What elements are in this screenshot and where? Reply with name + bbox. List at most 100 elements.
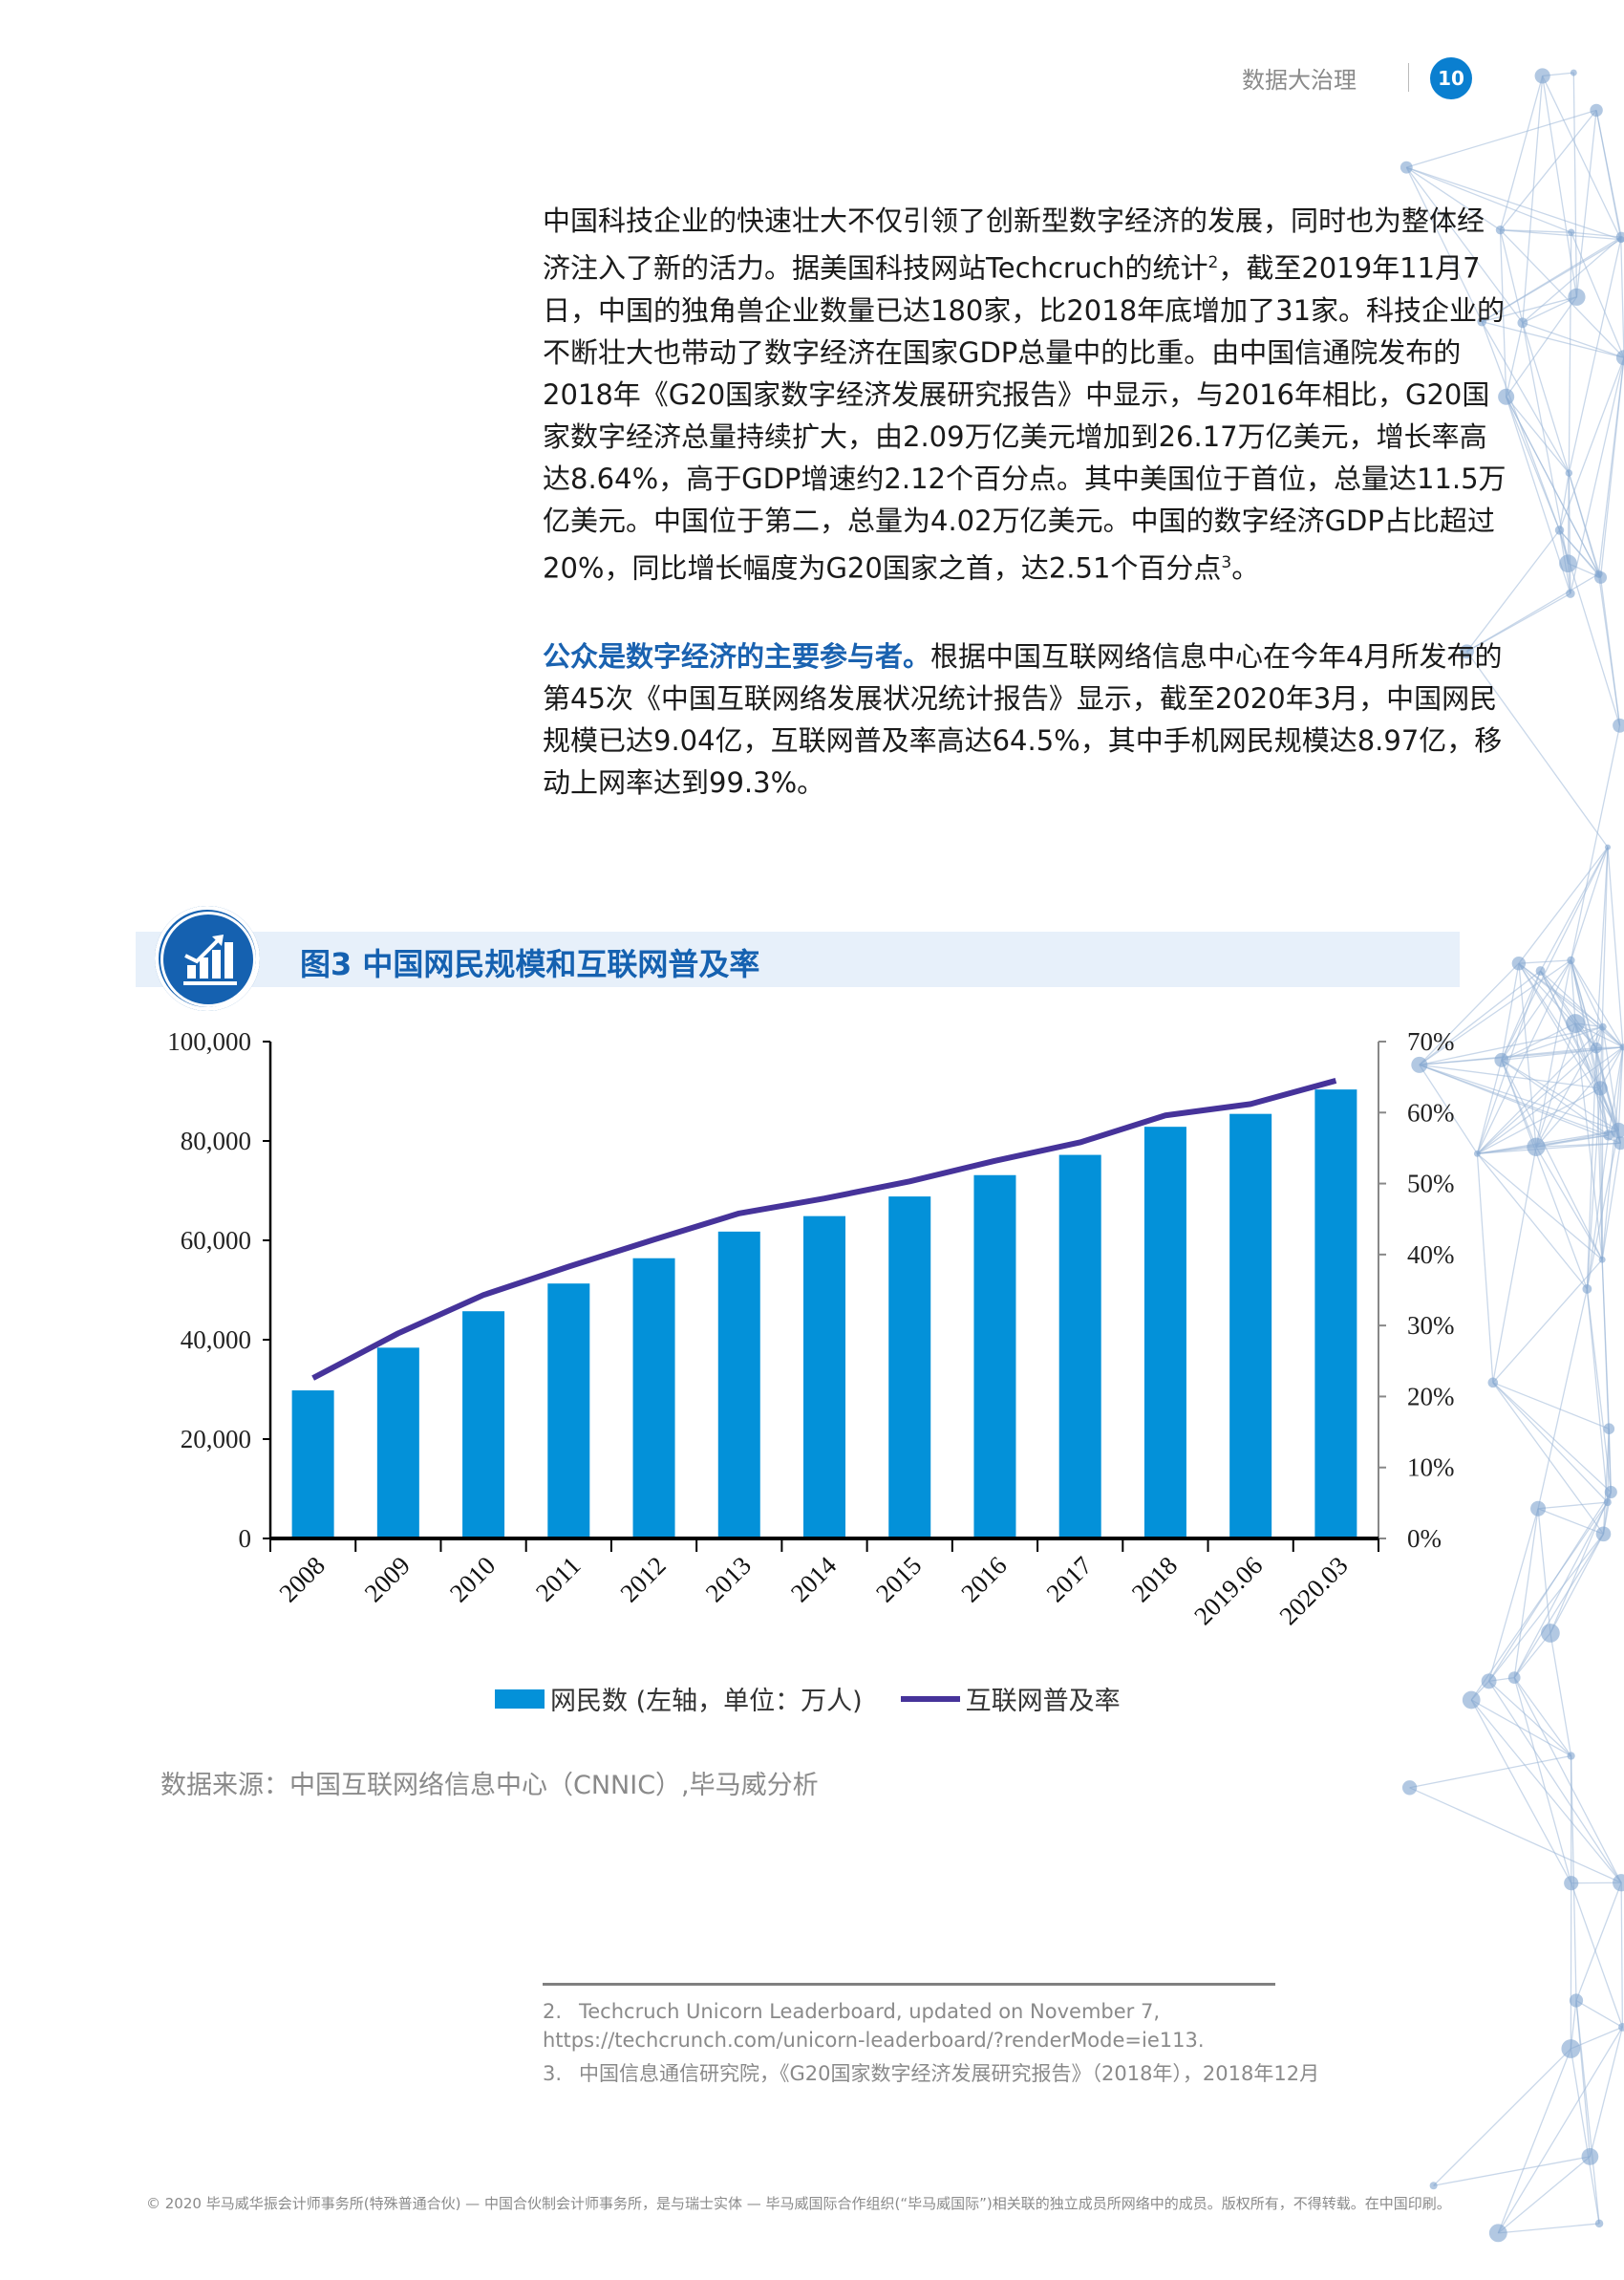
figure-title: 图3 中国网民规模和互联网普及率 (300, 946, 760, 982)
left-tick-label: 20,000 (181, 1425, 251, 1453)
x-tick-label: 2008 (273, 1551, 330, 1607)
footnote-divider (543, 1983, 1275, 1986)
page-number-badge: 10 (1430, 57, 1472, 99)
x-tick-label: 2014 (785, 1551, 843, 1608)
right-tick-label: 0% (1407, 1524, 1442, 1553)
network-node (1401, 1780, 1418, 1796)
left-tick-label: 100,000 (167, 1027, 251, 1056)
bar-2016 (973, 1174, 1016, 1538)
chart-legend: 网民数 (左轴，单位：万人) 互联网普及率 (495, 1680, 1121, 1717)
x-tick-label: 2009 (359, 1551, 416, 1607)
left-tick-label: 0 (239, 1524, 252, 1553)
footnote-3: 3. 中国信息通信研究院，《G20国家数字经济发展研究报告》（2018年），201… (543, 2062, 1320, 2085)
bar-2020.03 (1314, 1089, 1357, 1538)
right-tick-label: 50% (1407, 1170, 1455, 1198)
bar-chart-growth-icon (155, 906, 260, 1011)
right-tick-label: 30% (1407, 1311, 1455, 1340)
bar-2008 (291, 1390, 334, 1538)
right-tick-label: 60% (1407, 1098, 1455, 1127)
network-node (1613, 1874, 1624, 1892)
bar-2018 (1143, 1127, 1186, 1538)
bar-2009 (376, 1347, 419, 1538)
x-tick-label: 2019.06 (1188, 1551, 1268, 1630)
network-line (1570, 1755, 1577, 2001)
network-line (1497, 2048, 1571, 2234)
legend-label-users: 网民数 (左轴，单位：万人) (550, 1687, 863, 1716)
figure-title-bar (136, 932, 1460, 987)
right-tick-label: 10% (1407, 1453, 1455, 1482)
network-line (1470, 1699, 1571, 1757)
x-tick-label: 2020.03 (1273, 1551, 1353, 1630)
footnote-2: 2. Techcruch Unicorn Leaderboard, updated… (543, 2000, 1205, 2052)
data-source: 数据来源：中国互联网络信息中心（CNNIC）,毕马威分析 (160, 1771, 819, 1800)
legend-swatch-bar (495, 1688, 545, 1709)
network-node (1561, 2039, 1581, 2058)
network-node (1564, 1876, 1579, 1891)
paragraph-highlight: 公众是数字经济的主要参与者。 (543, 640, 931, 673)
network-line (1570, 2048, 1600, 2225)
x-tick-label: 2017 (1041, 1551, 1098, 1607)
bar-2012 (632, 1258, 675, 1538)
body-paragraph-1: 中国科技企业的快速壮大不仅引领了创新型数字经济的发展，同时也为整体经济注入了新的… (543, 200, 1507, 589)
network-node (1594, 2219, 1604, 2228)
network-line (1433, 2048, 1571, 2186)
bar-2019.06 (1229, 1113, 1272, 1538)
network-line (1409, 1787, 1622, 1883)
body-paragraph-2: 公众是数字经济的主要参与者。根据中国互联网络信息中心在今年4月所发布的第45次《… (543, 635, 1507, 804)
x-tick-label: 2018 (1126, 1551, 1183, 1607)
network-node (1567, 1752, 1575, 1760)
network-line (1488, 1681, 1622, 1883)
network-node (1429, 2182, 1438, 2190)
network-line (1575, 2000, 1592, 2157)
x-tick-label: 2011 (530, 1551, 587, 1607)
network-line (1571, 2026, 1623, 2050)
network-line (1513, 1677, 1622, 1883)
right-tick-label: 40% (1407, 1240, 1455, 1269)
bar-2014 (803, 1215, 845, 1538)
x-tick-label: 2015 (870, 1551, 927, 1607)
x-tick-label: 2010 (444, 1551, 501, 1607)
network-line (1470, 1699, 1622, 1883)
network-line (1575, 1999, 1623, 2028)
right-tick-label: 70% (1407, 1027, 1455, 1056)
paragraph-text: ，截至2019年11月7日，中国的独角兽企业数量已达180家，比2018年底增加… (543, 251, 1506, 585)
network-line (1497, 2027, 1623, 2234)
bar-2015 (888, 1196, 931, 1538)
network-line (1513, 1677, 1572, 1883)
network-line (1513, 1677, 1572, 1756)
network-line (1498, 2223, 1600, 2234)
network-line (1470, 1680, 1490, 1701)
header-divider (1408, 63, 1409, 92)
paragraph-text: 中国科技企业的快速壮大不仅引领了创新型数字经济的发展，同时也为整体经济注入了新的… (543, 204, 1485, 285)
x-tick-label: 2012 (614, 1551, 671, 1607)
bar-2011 (547, 1283, 590, 1538)
bar-2013 (717, 1231, 760, 1538)
x-tick-label: 2016 (955, 1551, 1012, 1607)
left-tick-label: 60,000 (181, 1226, 251, 1255)
network-node (1488, 2224, 1507, 2243)
network-line (1620, 1882, 1624, 2028)
bar-2017 (1058, 1154, 1101, 1538)
left-tick-label: 80,000 (181, 1127, 251, 1155)
network-line (1488, 1680, 1572, 1757)
bar-2010 (462, 1311, 505, 1538)
network-node (1569, 1993, 1584, 2008)
network-line (1470, 1699, 1572, 1883)
network-line (1575, 2000, 1600, 2224)
left-tick-label: 40,000 (181, 1325, 251, 1354)
network-node (1581, 2148, 1599, 2165)
copyright-footer: © 2020 毕马威华振会计师事务所(特殊普通合伙) — 中国合伙制会计师事务所… (146, 2195, 1451, 2212)
footnote-ref[interactable]: 2 (1207, 253, 1219, 272)
network-node (1462, 1690, 1481, 1710)
legend-swatch-line (900, 1695, 960, 1702)
paragraph-text: 。 (1231, 551, 1260, 585)
x-tick-label: 2013 (700, 1551, 757, 1607)
footnote-ref[interactable]: 3 (1221, 552, 1232, 572)
header-title: 数据大治理 (1242, 67, 1357, 94)
legend-label-penetration: 互联网普及率 (965, 1687, 1121, 1716)
right-tick-label: 20% (1407, 1382, 1455, 1410)
network-line (1570, 2000, 1577, 2050)
chart-internet-users: 0 20,000 40,000 60,000 80,000 100,000 0% 10% 20%… (167, 1027, 1455, 1630)
network-line (1433, 2156, 1591, 2186)
paragraph-text: 根据中国互联网络信息中心在今年4月所发布的第45次《中国互联网络发展状况统计报告… (543, 640, 1503, 799)
